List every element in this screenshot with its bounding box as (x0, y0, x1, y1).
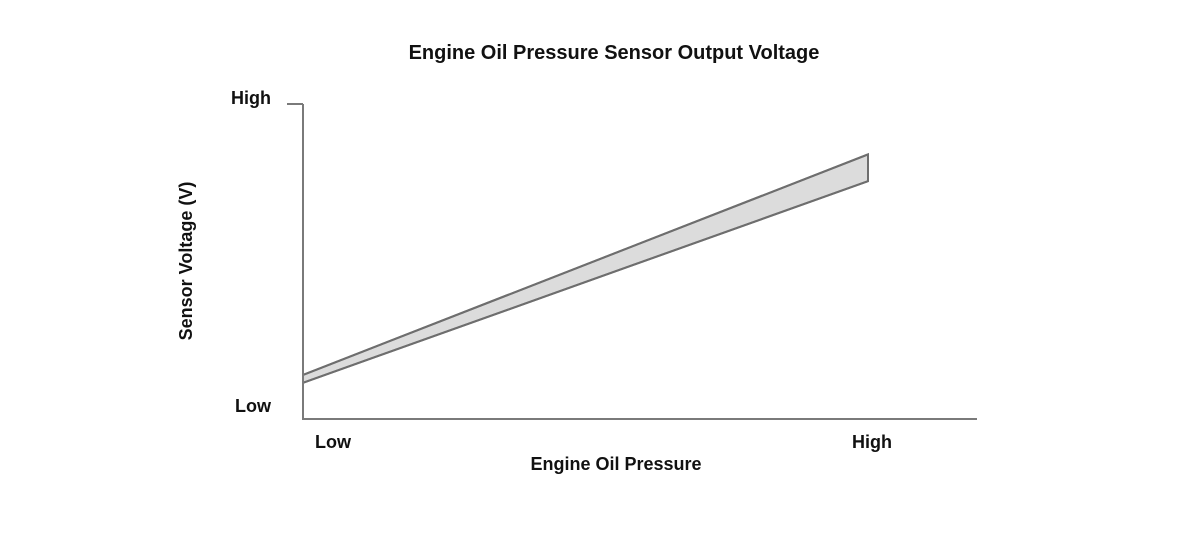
chart-title: Engine Oil Pressure Sensor Output Voltag… (409, 42, 820, 64)
band-upper-edge-0 (302, 153, 869, 376)
x-tick-label-high: High (852, 432, 892, 452)
x-tick-label-low: Low (315, 432, 352, 452)
x-axis-label: Engine Oil Pressure (530, 454, 701, 474)
y-tick-label-low: Low (235, 396, 272, 416)
y-tick-label-high: High (231, 88, 271, 108)
axes (287, 103, 977, 420)
y-axis-label: Sensor Voltage (V) (176, 182, 196, 341)
band-lower-edge-0 (302, 180, 869, 384)
sensor-voltage-band-0 (302, 152, 869, 385)
plot-area (302, 152, 869, 385)
